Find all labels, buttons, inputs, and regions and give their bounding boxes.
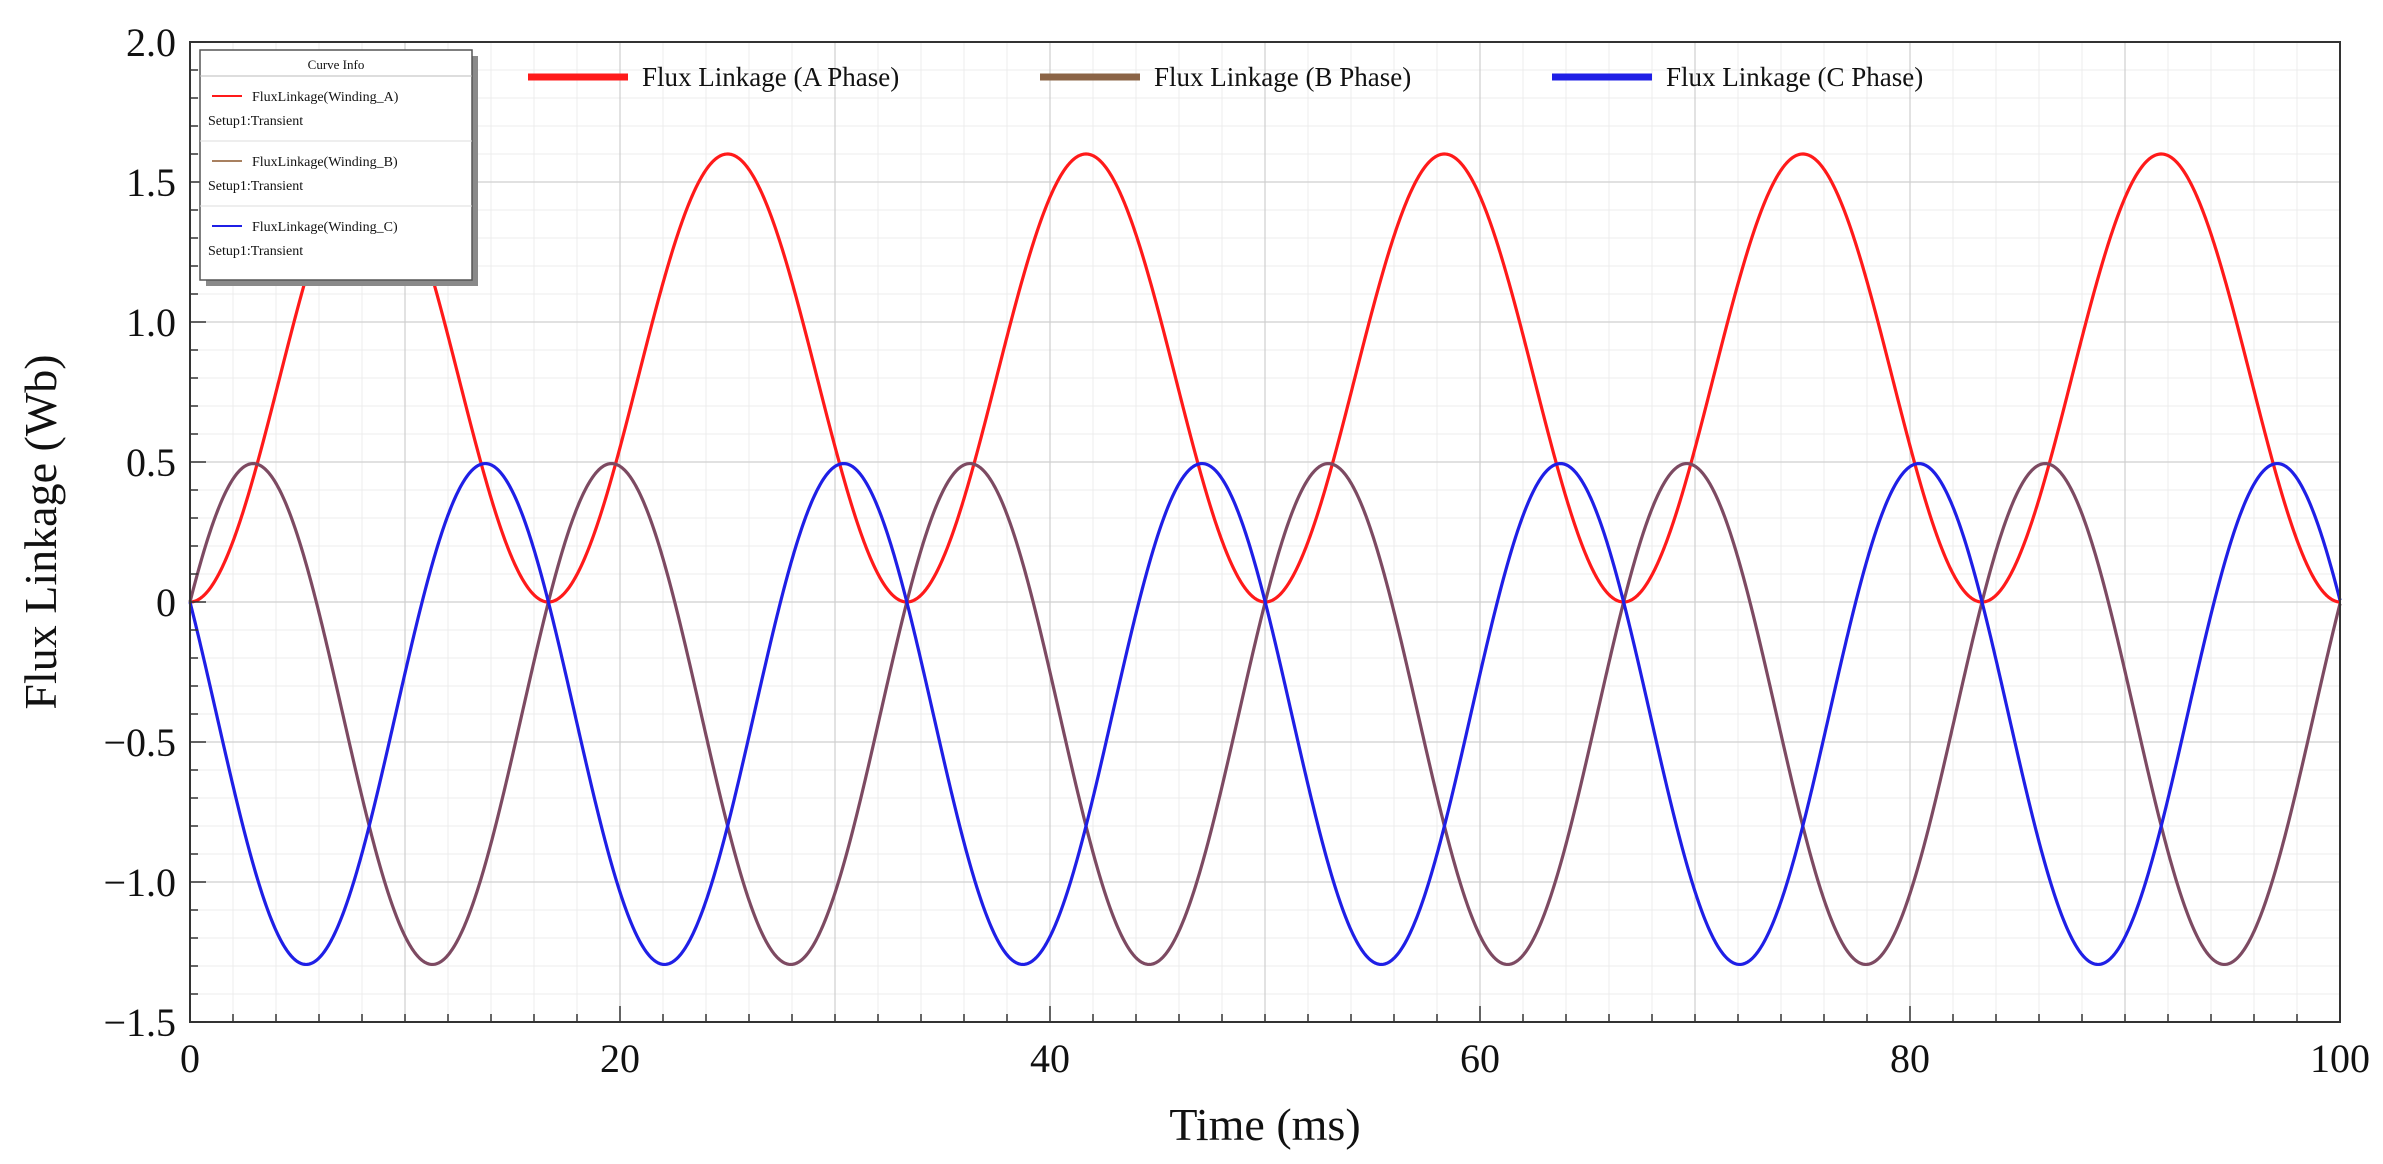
curve-info-title: Curve Info — [308, 57, 365, 72]
y-tick-label: −1.0 — [103, 860, 176, 905]
x-tick-labels: 0 20 40 60 80 100 — [180, 1036, 2370, 1081]
curve-info-setup-b: Setup1:Transient — [208, 179, 303, 194]
series-line-c-phase — [188, 461, 2342, 967]
legend-label-c: Flux Linkage (C Phase) — [1666, 62, 1923, 92]
y-axis-title: Flux Linkage (Wb) — [15, 354, 66, 709]
x-tick-label: 60 — [1460, 1036, 1500, 1081]
curve-info-name-b: FluxLinkage(Winding_B) — [252, 155, 398, 170]
x-tick-label: 20 — [600, 1036, 640, 1081]
legend-label-a: Flux Linkage (A Phase) — [642, 62, 899, 92]
y-tick-label: 1.5 — [126, 160, 176, 205]
x-tick-label: 80 — [1890, 1036, 1930, 1081]
curve-info-box[interactable]: Curve Info FluxLinkage(Winding_A) Setup1… — [199, 49, 478, 286]
series-layer — [188, 152, 2342, 967]
major-grid — [189, 41, 2341, 1023]
legend-label-b: Flux Linkage (B Phase) — [1154, 62, 1411, 92]
curve-info-name-c: FluxLinkage(Winding_C) — [252, 220, 398, 235]
x-tick-label: 40 — [1030, 1036, 1070, 1081]
curve-info-name-a: FluxLinkage(Winding_A) — [252, 90, 399, 105]
y-tick-label: 0 — [156, 580, 176, 625]
curve-info-setup-a: Setup1:Transient — [208, 114, 303, 129]
axis-ticks — [189, 41, 2341, 1023]
y-tick-label: −0.5 — [103, 720, 176, 765]
y-tick-label: 1.0 — [126, 300, 176, 345]
x-axis-title: Time (ms) — [1169, 1099, 1360, 1150]
x-tick-label: 0 — [180, 1036, 200, 1081]
curve-info-setup-c: Setup1:Transient — [208, 244, 303, 259]
y-tick-label: −1.5 — [103, 1000, 176, 1045]
curve-info-panel — [199, 49, 473, 281]
y-tick-labels: 2.0 1.5 1.0 0.5 0 −0.5 −1.0 −1.5 — [103, 20, 176, 1045]
x-tick-label: 100 — [2310, 1036, 2370, 1081]
y-tick-label: 2.0 — [126, 20, 176, 65]
top-legend: Flux Linkage (A Phase) Flux Linkage (B P… — [528, 62, 1923, 92]
y-tick-label: 0.5 — [126, 440, 176, 485]
